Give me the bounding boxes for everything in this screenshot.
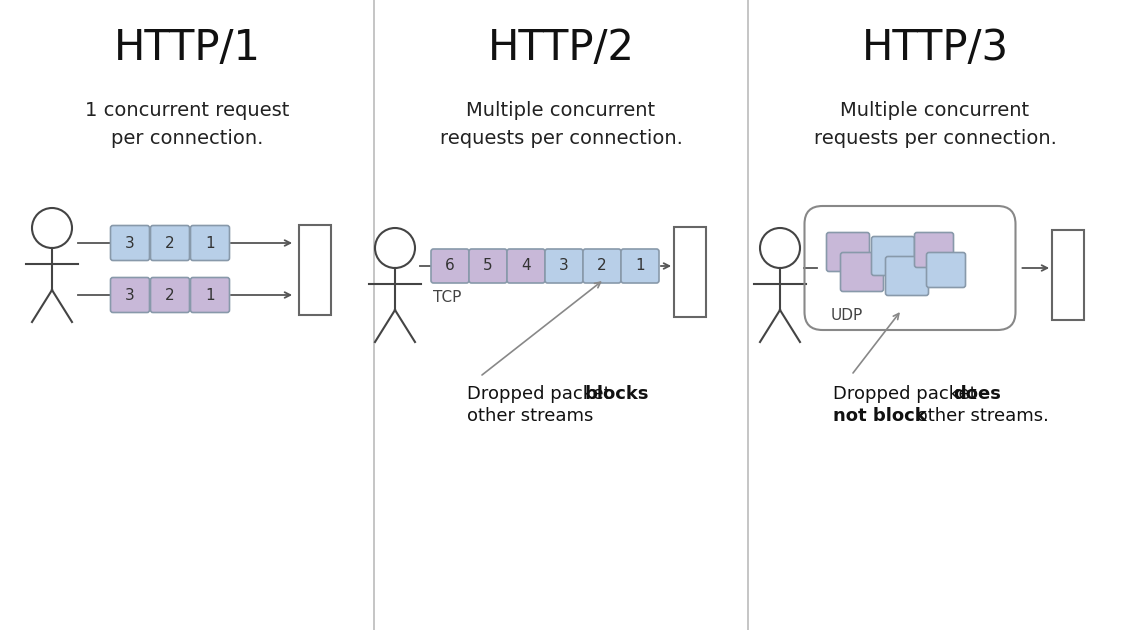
Text: 3: 3	[126, 287, 135, 302]
Text: other streams: other streams	[467, 407, 594, 425]
FancyBboxPatch shape	[674, 227, 706, 317]
Text: 1: 1	[635, 258, 645, 273]
Text: Dropped packet: Dropped packet	[467, 385, 616, 403]
Text: 3: 3	[559, 258, 569, 273]
Text: Multiple concurrent
requests per connection.: Multiple concurrent requests per connect…	[440, 101, 682, 149]
Text: Multiple concurrent
requests per connection.: Multiple concurrent requests per connect…	[813, 101, 1057, 149]
Text: does: does	[953, 385, 1001, 403]
FancyBboxPatch shape	[885, 256, 929, 295]
Text: UDP: UDP	[831, 308, 863, 323]
Text: 1 concurrent request
per connection.: 1 concurrent request per connection.	[85, 101, 289, 149]
Text: 2: 2	[597, 258, 607, 273]
FancyBboxPatch shape	[840, 253, 883, 292]
Text: other streams.: other streams.	[911, 407, 1049, 425]
Text: 1: 1	[205, 287, 214, 302]
Text: Dropped packet: Dropped packet	[833, 385, 983, 403]
FancyBboxPatch shape	[298, 225, 331, 315]
FancyBboxPatch shape	[620, 249, 659, 283]
Text: HTTP/2: HTTP/2	[488, 27, 634, 69]
FancyBboxPatch shape	[827, 232, 870, 272]
FancyBboxPatch shape	[110, 277, 149, 312]
Text: 3: 3	[126, 236, 135, 251]
FancyBboxPatch shape	[191, 277, 230, 312]
Text: 2: 2	[165, 287, 175, 302]
Text: not block: not block	[833, 407, 927, 425]
FancyBboxPatch shape	[150, 277, 190, 312]
FancyBboxPatch shape	[545, 249, 583, 283]
Text: HTTP/3: HTTP/3	[862, 27, 1009, 69]
FancyBboxPatch shape	[431, 249, 469, 283]
FancyBboxPatch shape	[469, 249, 507, 283]
Text: 1: 1	[205, 236, 214, 251]
Text: TCP: TCP	[433, 290, 461, 305]
Text: 2: 2	[165, 236, 175, 251]
Text: HTTP/1: HTTP/1	[113, 27, 260, 69]
FancyBboxPatch shape	[914, 232, 954, 268]
FancyBboxPatch shape	[583, 249, 620, 283]
FancyBboxPatch shape	[1052, 230, 1084, 320]
FancyBboxPatch shape	[150, 226, 190, 260]
Text: 5: 5	[484, 258, 493, 273]
Text: blocks: blocks	[585, 385, 650, 403]
Text: 6: 6	[445, 258, 454, 273]
FancyBboxPatch shape	[872, 236, 914, 275]
Text: 4: 4	[522, 258, 531, 273]
FancyBboxPatch shape	[110, 226, 149, 260]
FancyBboxPatch shape	[507, 249, 545, 283]
FancyBboxPatch shape	[927, 253, 966, 287]
FancyBboxPatch shape	[191, 226, 230, 260]
